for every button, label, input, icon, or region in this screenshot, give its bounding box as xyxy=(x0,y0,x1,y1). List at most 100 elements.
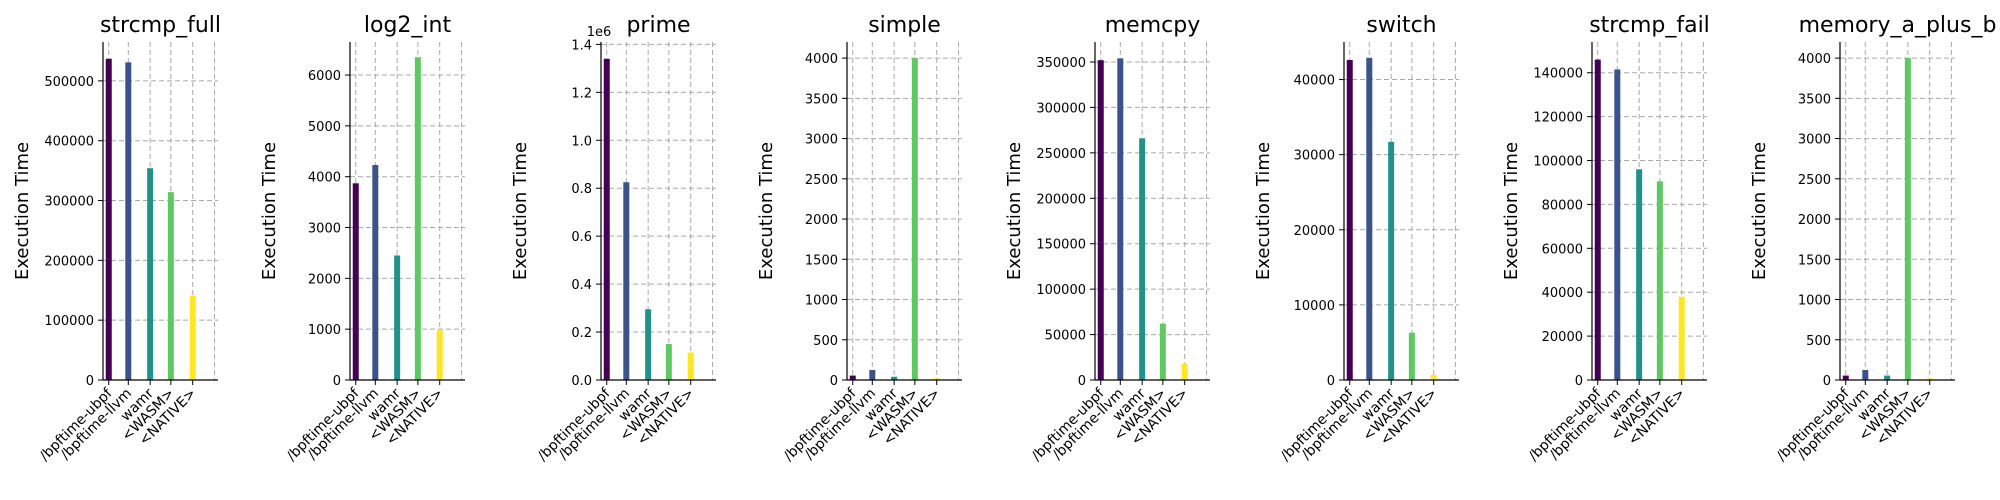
bar xyxy=(1097,60,1104,380)
y-tick-label: 1000 xyxy=(308,323,341,338)
y-offset-label: 1e6 xyxy=(587,25,612,40)
y-axis-label: Execution Time xyxy=(1501,142,1522,280)
bar xyxy=(105,58,112,381)
chart-panel-memcpy: 0 50000 100000 150000 200000 250000 300000 3500… xyxy=(1004,13,1210,464)
y-tick-label: 0 xyxy=(830,374,838,389)
y-tick-label: 300000 xyxy=(1036,101,1086,116)
y-tick-label: 2500 xyxy=(805,173,838,188)
y-tick-label: 1000 xyxy=(805,294,838,309)
y-tick-label: 40000 xyxy=(1542,286,1583,301)
bar xyxy=(1408,332,1415,380)
bar xyxy=(436,330,443,380)
chart-panel-simple: 05001000150020002500300035004000/bpftime… xyxy=(756,13,962,464)
y-tick-label: 2500 xyxy=(1798,173,1831,188)
y-tick-label: 0 xyxy=(1575,374,1583,389)
y-tick-label: 100000 xyxy=(44,314,94,329)
bar xyxy=(1904,58,1911,380)
bar xyxy=(1842,375,1849,380)
y-tick-label: 5000 xyxy=(308,120,341,135)
y-tick-label: 0 xyxy=(333,374,341,389)
y-tick-label: 20000 xyxy=(1294,224,1335,239)
y-tick-label: 1500 xyxy=(1798,253,1831,268)
y-axis-label: Execution Time xyxy=(1253,142,1274,280)
bar xyxy=(849,375,856,380)
bar xyxy=(1181,363,1188,380)
y-tick-label: 3000 xyxy=(805,133,838,148)
y-tick-label: 6000 xyxy=(308,69,341,84)
chart-panel-prime: 0.00.20.40.60.81.01.21.4/bpftime-ubpf/bp… xyxy=(510,13,716,464)
y-tick-label: 30000 xyxy=(1294,149,1335,164)
y-axis-label: Execution Time xyxy=(756,142,777,280)
y-tick-label: 0.2 xyxy=(571,326,592,341)
bar xyxy=(623,182,630,380)
bar xyxy=(933,378,940,380)
y-tick-label: 2000 xyxy=(805,213,838,228)
y-tick-label: 20000 xyxy=(1542,330,1583,345)
bar xyxy=(372,165,379,380)
chart-title: strcmp_fail xyxy=(1589,13,1710,38)
bar xyxy=(911,58,918,380)
bar xyxy=(1926,378,1933,380)
chart-title: switch xyxy=(1366,13,1436,38)
chart-title: memory_a_plus_b xyxy=(1799,13,1997,38)
chart-panel-switch: 010000200003000040000/bpftime-ubpf/bpfti… xyxy=(1253,13,1459,464)
bar xyxy=(414,57,421,381)
y-tick-label: 400000 xyxy=(44,135,94,150)
chart-title: strcmp_full xyxy=(100,13,221,38)
bar xyxy=(687,352,694,380)
bar xyxy=(1388,141,1395,380)
y-tick-label: 0.8 xyxy=(571,182,592,197)
bar xyxy=(1346,60,1353,380)
y-tick-label: 1.4 xyxy=(571,38,592,53)
y-tick-label: 4000 xyxy=(308,171,341,186)
y-tick-label: 350000 xyxy=(1036,56,1086,71)
bar xyxy=(189,295,196,380)
y-tick-label: 1000 xyxy=(1798,294,1831,309)
y-tick-label: 50000 xyxy=(1045,329,1086,344)
bar xyxy=(1594,59,1601,380)
bar xyxy=(869,369,876,380)
y-tick-label: 0.4 xyxy=(571,278,592,293)
bar xyxy=(1636,169,1643,380)
y-tick-label: 60000 xyxy=(1542,242,1583,257)
chart-title: prime xyxy=(626,13,690,38)
y-tick-label: 0.0 xyxy=(571,374,592,389)
y-axis-label: Execution Time xyxy=(510,142,531,280)
bar xyxy=(352,183,359,380)
y-tick-label: 4000 xyxy=(1798,52,1831,67)
y-tick-label: 250000 xyxy=(1036,147,1086,162)
bar xyxy=(1366,57,1373,380)
y-tick-label: 3500 xyxy=(1798,92,1831,107)
bar xyxy=(394,255,401,380)
bar xyxy=(1862,369,1869,380)
bar xyxy=(645,309,652,380)
y-tick-label: 0 xyxy=(1078,374,1086,389)
bar xyxy=(665,344,672,380)
chart-panel-strcmp-fail: 020000400006000080000100000120000140000/… xyxy=(1501,13,1710,464)
y-tick-label: 4000 xyxy=(805,52,838,67)
bar xyxy=(1678,296,1685,380)
y-tick-label: 120000 xyxy=(1533,111,1583,126)
y-axis-label: Execution Time xyxy=(259,142,280,280)
y-tick-label: 1.2 xyxy=(571,86,592,101)
y-tick-label: 100000 xyxy=(1533,155,1583,170)
bar xyxy=(125,62,132,381)
chart-panel-strcmp-full: 0100000200000300000400000500000/bpftime-… xyxy=(12,13,221,464)
bar xyxy=(1884,375,1891,380)
y-tick-label: 100000 xyxy=(1036,283,1086,298)
chart-title: log2_int xyxy=(364,13,452,38)
y-tick-label: 0 xyxy=(1823,374,1831,389)
y-axis-label: Execution Time xyxy=(1749,142,1770,280)
y-tick-label: 300000 xyxy=(44,195,94,210)
y-tick-label: 3500 xyxy=(805,92,838,107)
bar xyxy=(603,58,610,380)
y-tick-label: 10000 xyxy=(1294,299,1335,314)
y-tick-label: 200000 xyxy=(1036,192,1086,207)
y-tick-label: 80000 xyxy=(1542,198,1583,213)
chart-panel-log2-int: 0100020003000400050006000/bpftime-ubpf/b… xyxy=(259,13,465,464)
y-tick-label: 3000 xyxy=(1798,133,1831,148)
bar xyxy=(167,192,174,380)
y-tick-label: 500 xyxy=(1806,334,1831,349)
bar xyxy=(1159,323,1166,380)
y-axis-label: Execution Time xyxy=(12,142,33,280)
